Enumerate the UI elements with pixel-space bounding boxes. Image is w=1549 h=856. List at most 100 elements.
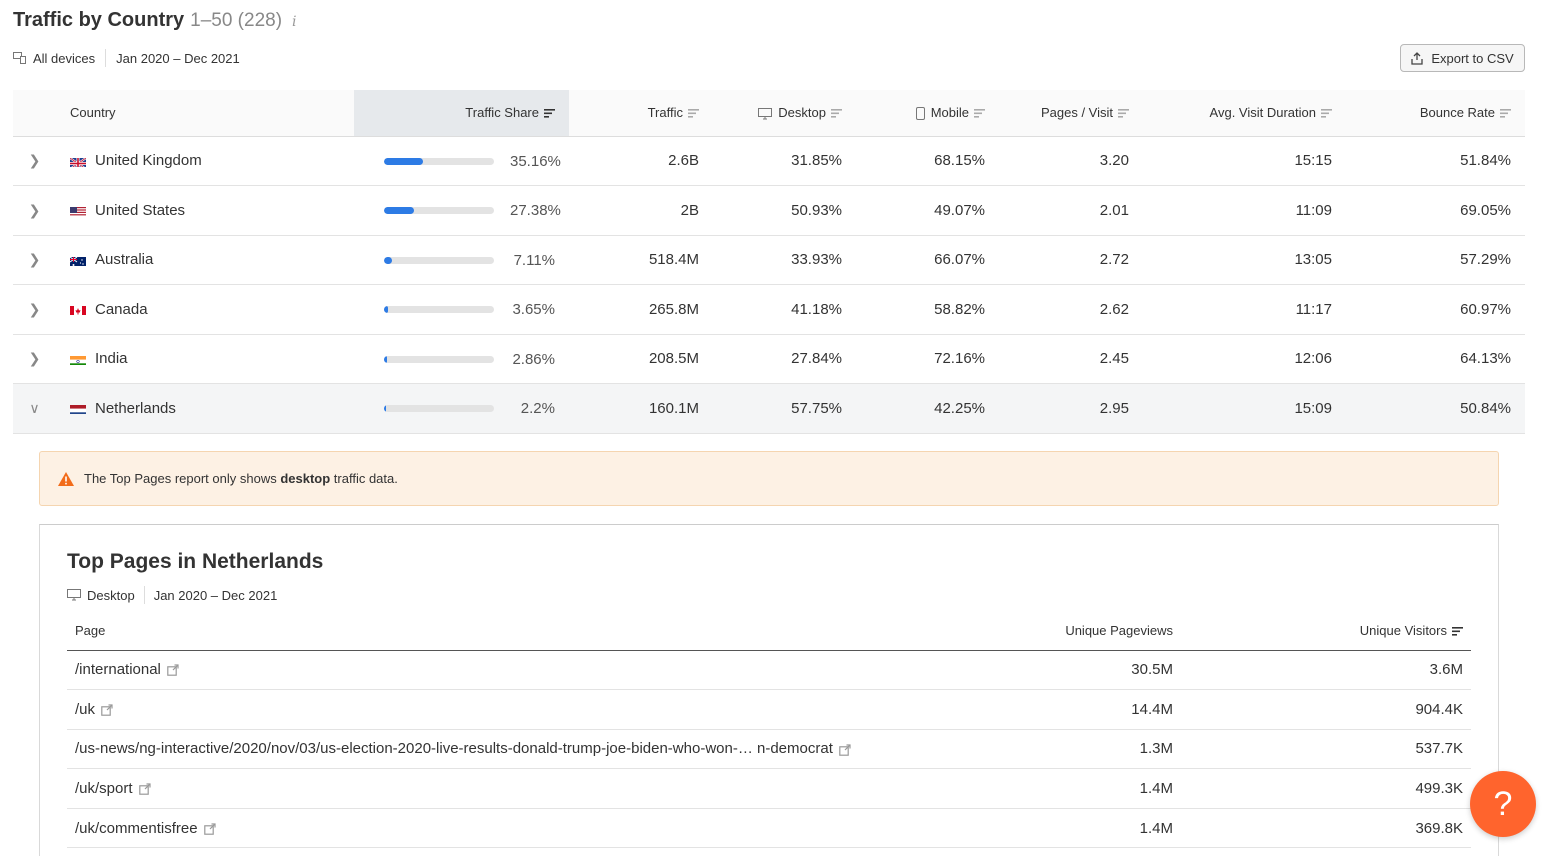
pages-visit-cell: 2.72	[999, 235, 1143, 285]
column-unique-visitors[interactable]: Unique Visitors	[1181, 611, 1471, 650]
external-link-icon[interactable]	[139, 783, 151, 795]
top-pages-title: Top Pages in Netherlands	[67, 550, 323, 574]
table-row: /uk/sport 1.4M 499.3K	[67, 769, 1471, 809]
country-cell: Netherlands	[56, 384, 354, 434]
traffic-share-bar	[384, 405, 494, 412]
desktop-cell: 33.93%	[713, 235, 856, 285]
external-link-icon[interactable]	[839, 744, 851, 756]
page-cell: /uk/sport	[67, 769, 981, 809]
table-row[interactable]: ❯ Canada 3.65% 265.8M 41.18% 58.82% 2.62 11:17 6…	[13, 285, 1525, 335]
export-csv-button[interactable]: Export to CSV	[1400, 44, 1525, 72]
traffic-share-value: 2.86%	[510, 351, 555, 368]
expand-toggle[interactable]: ❯	[13, 186, 56, 236]
desktop-cell: 31.85%	[713, 136, 856, 186]
mobile-cell: 42.25%	[856, 384, 999, 434]
pages-visit-cell: 2.95	[999, 384, 1143, 434]
pages-visit-cell: 2.01	[999, 186, 1143, 236]
info-icon[interactable]: i	[292, 14, 296, 30]
external-link-icon[interactable]	[167, 664, 179, 676]
sort-icon	[688, 109, 699, 118]
help-button[interactable]: ?	[1470, 771, 1536, 837]
sort-icon	[1118, 109, 1129, 118]
country-name[interactable]: United States	[95, 202, 185, 219]
column-country[interactable]: Country	[56, 90, 354, 136]
expand-toggle[interactable]: ❯	[13, 334, 56, 384]
date-range[interactable]: Jan 2020 – Dec 2021	[116, 51, 240, 66]
traffic-cell: 160.1M	[569, 384, 713, 434]
bounce-rate-cell: 69.05%	[1346, 186, 1525, 236]
mobile-cell: 58.82%	[856, 285, 999, 335]
device-label: Desktop	[87, 588, 135, 603]
page-path[interactable]: /uk/sport	[75, 780, 133, 797]
result-range: 1–50 (228)	[190, 10, 282, 32]
top-pages-meta: Desktop Jan 2020 – Dec 2021	[67, 586, 277, 604]
bounce-rate-cell: 64.13%	[1346, 334, 1525, 384]
top-pages-panel: Top Pages in Netherlands Desktop Jan 202…	[39, 524, 1499, 856]
traffic-share-cell: 2.2%	[354, 384, 569, 434]
country-name[interactable]: Canada	[95, 301, 148, 318]
table-row[interactable]: ❯ United States 27.38% 2B 50.93% 49.07% 2.01 11…	[13, 186, 1525, 236]
mobile-cell: 49.07%	[856, 186, 999, 236]
page-path[interactable]: /uk	[75, 701, 95, 718]
unique-visitors-cell: 537.7K	[1181, 729, 1471, 769]
table-row[interactable]: ❯ Australia 7.11% 518.4M 33.93% 66.07% 2.72 13:…	[13, 235, 1525, 285]
au-flag	[70, 255, 86, 266]
page-path[interactable]: /us-news/ng-interactive/2020/nov/03/us-e…	[75, 740, 833, 757]
external-link-icon[interactable]	[204, 823, 216, 835]
chevron-right-icon: ❯	[29, 251, 41, 267]
avg-duration-cell: 13:05	[1143, 235, 1346, 285]
country-name[interactable]: Netherlands	[95, 400, 176, 417]
chevron-right-icon: ❯	[29, 152, 41, 168]
column-unique-pageviews[interactable]: Unique Pageviews	[981, 611, 1181, 650]
country-name[interactable]: India	[95, 350, 128, 367]
traffic-share-cell: 3.65%	[354, 285, 569, 335]
traffic-share-value: 2.2%	[510, 400, 555, 417]
expand-column-header	[13, 90, 56, 136]
expand-toggle[interactable]: ∨	[13, 384, 56, 434]
country-name[interactable]: United Kingdom	[95, 152, 202, 169]
bounce-rate-cell: 51.84%	[1346, 136, 1525, 186]
page-cell: /uk	[67, 690, 981, 730]
unique-pageviews-cell: 1.3M	[981, 729, 1181, 769]
table-row[interactable]: ∨ Netherlands 2.2% 160.1M 57.75% 42.25% 2.95 15…	[13, 384, 1525, 434]
column-bounce-rate[interactable]: Bounce Rate	[1346, 90, 1525, 136]
devices-filter[interactable]: All devices	[33, 51, 95, 66]
column-traffic[interactable]: Traffic	[569, 90, 713, 136]
traffic-share-bar	[384, 257, 494, 264]
unique-visitors-cell: 3.6M	[1181, 650, 1471, 690]
mobile-cell: 72.16%	[856, 334, 999, 384]
avg-duration-cell: 11:09	[1143, 186, 1346, 236]
traffic-share-value: 3.65%	[510, 301, 555, 318]
expand-toggle[interactable]: ❯	[13, 136, 56, 186]
traffic-share-cell: 2.86%	[354, 334, 569, 384]
in-flag	[70, 354, 86, 365]
unique-pageviews-cell: 14.4M	[981, 690, 1181, 730]
table-row[interactable]: ❯ United Kingdom 35.16% 2.6B 31.85% 68.15% 3.2…	[13, 136, 1525, 186]
column-desktop[interactable]: Desktop	[713, 90, 856, 136]
page-cell: /international	[67, 650, 981, 690]
expand-toggle[interactable]: ❯	[13, 235, 56, 285]
pages-visit-cell: 3.20	[999, 136, 1143, 186]
unique-pageviews-cell: 30.5M	[981, 650, 1181, 690]
external-link-icon[interactable]	[101, 704, 113, 716]
page-path[interactable]: /uk/commentisfree	[75, 820, 198, 837]
pages-visit-cell: 2.62	[999, 285, 1143, 335]
country-cell: United States	[56, 186, 354, 236]
sort-icon	[1500, 109, 1511, 118]
bounce-rate-cell: 50.84%	[1346, 384, 1525, 434]
nl-flag	[70, 403, 86, 414]
avg-duration-cell: 11:17	[1143, 285, 1346, 335]
warning-icon	[57, 471, 75, 487]
page-path[interactable]: /international	[75, 661, 161, 678]
column-pages-visit[interactable]: Pages / Visit	[999, 90, 1143, 136]
page-cell: /us-news/ng-interactive/2020/nov/03/us-e…	[67, 729, 981, 769]
bounce-rate-cell: 60.97%	[1346, 285, 1525, 335]
country-name[interactable]: Australia	[95, 251, 153, 268]
column-mobile[interactable]: Mobile	[856, 90, 999, 136]
expand-toggle[interactable]: ❯	[13, 285, 56, 335]
unique-visitors-cell: 904.4K	[1181, 690, 1471, 730]
column-avg-visit-duration[interactable]: Avg. Visit Duration	[1143, 90, 1346, 136]
table-row[interactable]: ❯ India 2.86% 208.5M 27.84% 72.16% 2.45 12:06 64…	[13, 334, 1525, 384]
mobile-cell: 68.15%	[856, 136, 999, 186]
column-traffic-share[interactable]: Traffic Share	[354, 90, 569, 136]
